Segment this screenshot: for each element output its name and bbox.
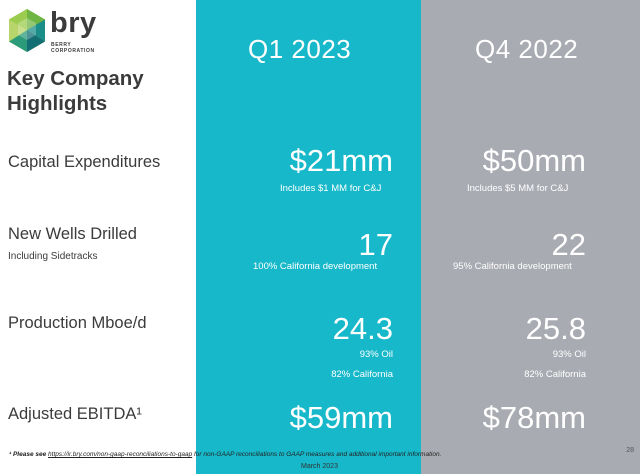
column-header-q1-2023: Q1 2023 bbox=[248, 34, 352, 64]
page-number: 28 bbox=[626, 447, 634, 454]
column-header-q4-2022: Q4 2022 bbox=[475, 34, 579, 64]
production-q1-value: 24.3 bbox=[332, 311, 393, 346]
production-q4-california-note: 82% California bbox=[524, 369, 586, 380]
wells-q1-note: 100% California development bbox=[253, 261, 378, 272]
q1-2023-column-background bbox=[196, 0, 421, 474]
row-label-capital-expenditures: Capital Expenditures bbox=[8, 153, 161, 171]
production-q4-value: 25.8 bbox=[525, 311, 586, 346]
ebitda-q4-value: $78mm bbox=[482, 400, 586, 435]
row-label-adjusted-ebitda: Adjusted EBITDA¹ bbox=[8, 405, 142, 423]
row-label-new-wells-drilled: New Wells Drilled bbox=[8, 225, 137, 243]
production-q1-oil-note: 93% Oil bbox=[359, 349, 393, 360]
footnote: ¹ Please see https://ir.bry.com/non-gaap… bbox=[9, 451, 442, 458]
wells-q1-value: 17 bbox=[358, 227, 393, 262]
wells-q4-note: 95% California development bbox=[453, 261, 572, 272]
berry-logo-icon bbox=[9, 9, 45, 52]
page-title: Key Company Highlights bbox=[7, 67, 144, 115]
row-label-production: Production Mboe/d bbox=[8, 314, 147, 332]
capex-q4-value: $50mm bbox=[482, 143, 586, 178]
brand-subtitle: BERRY CORPORATION bbox=[51, 42, 95, 54]
capex-q1-note: Includes $1 MM for C&J bbox=[280, 183, 382, 194]
capex-q4-note: Includes $5 MM for C&J bbox=[467, 183, 569, 194]
footer-date: March 2023 bbox=[301, 463, 338, 470]
ebitda-q1-value: $59mm bbox=[289, 400, 393, 435]
capex-q1-value: $21mm bbox=[289, 143, 393, 178]
non-gaap-reconciliation-link[interactable]: https://ir.bry.com/non-gaap-reconciliati… bbox=[48, 451, 193, 458]
production-q4-oil-note: 93% Oil bbox=[552, 349, 586, 360]
wells-q4-value: 22 bbox=[551, 227, 586, 262]
row-sublabel-including-sidetracks: Including Sidetracks bbox=[8, 251, 98, 262]
production-q1-california-note: 82% California bbox=[331, 369, 393, 380]
brand-wordmark: bry bbox=[50, 7, 97, 39]
q4-2022-column-background bbox=[421, 0, 640, 474]
